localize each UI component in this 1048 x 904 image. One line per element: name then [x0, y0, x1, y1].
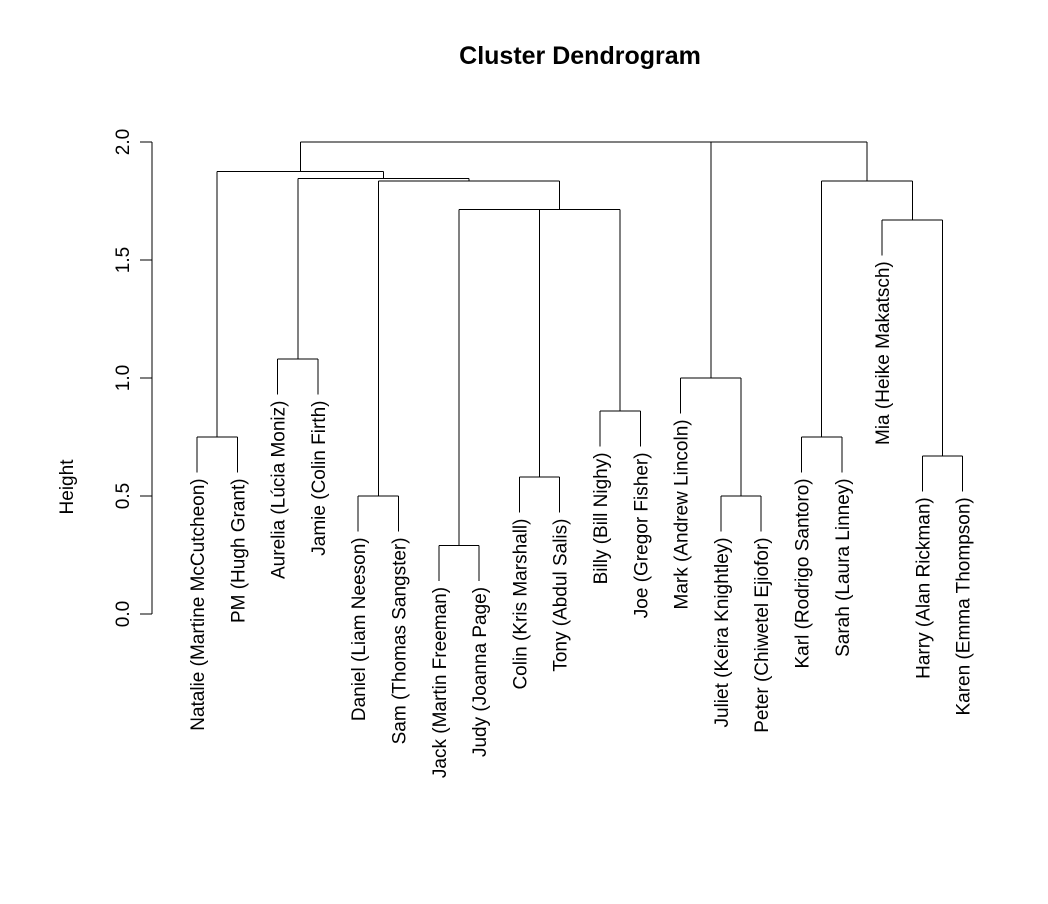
leaf-label: Jack (Martin Freeman) — [430, 587, 451, 778]
leaf-label: Juliet (Keira Knightley) — [712, 537, 733, 727]
leaf-label: Karen (Emma Thompson) — [954, 497, 975, 715]
leaf-label: Peter (Chiwetel Ejiofor) — [752, 537, 773, 732]
y-tick-label: 2.0 — [113, 129, 134, 155]
leaf-label: Joe (Gregor Fisher) — [631, 452, 652, 618]
dendrogram-links — [196, 141, 964, 581]
leaf-label: PM (Hugh Grant) — [228, 478, 249, 623]
leaf-label: Colin (Kris Marshall) — [510, 519, 531, 690]
leaf-label: Natalie (Martine McCutcheon) — [188, 478, 209, 730]
leaf-label: Tony (Abdul Salis) — [551, 519, 572, 672]
y-axis-label: Height — [57, 459, 78, 515]
y-tick-label: 0.0 — [113, 601, 134, 627]
leaf-label: Judy (Joanna Page) — [470, 587, 491, 757]
y-tick-label: 0.5 — [113, 483, 134, 509]
leaf-label: Karl (Rodrigo Santoro) — [793, 478, 814, 668]
leaf-labels: Natalie (Martine McCutcheon) PM (Hugh Gra… — [188, 261, 975, 778]
leaf-label: Mark (Andrew Lincoln) — [672, 419, 693, 609]
y-axis: 0.0 0.5 1.0 1.5 2.0 — [113, 129, 153, 627]
y-tick-label: 1.5 — [113, 247, 134, 273]
leaf-label: Mia (Heike Makatsch) — [873, 261, 894, 445]
leaf-label: Billy (Bill Nighy) — [591, 452, 612, 584]
chart-title: Cluster Dendrogram — [459, 42, 701, 70]
leaf-label: Harry (Alan Rickman) — [913, 497, 934, 679]
y-tick-label: 1.0 — [113, 365, 134, 391]
leaf-label: Sarah (Laura Linney) — [833, 478, 854, 657]
leaf-label: Daniel (Liam Neeson) — [349, 537, 370, 721]
leaf-label: Aurelia (Lúcia Moniz) — [269, 401, 290, 579]
leaf-label: Sam (Thomas Sangster) — [390, 537, 411, 744]
leaf-label: Jamie (Colin Firth) — [309, 401, 330, 556]
